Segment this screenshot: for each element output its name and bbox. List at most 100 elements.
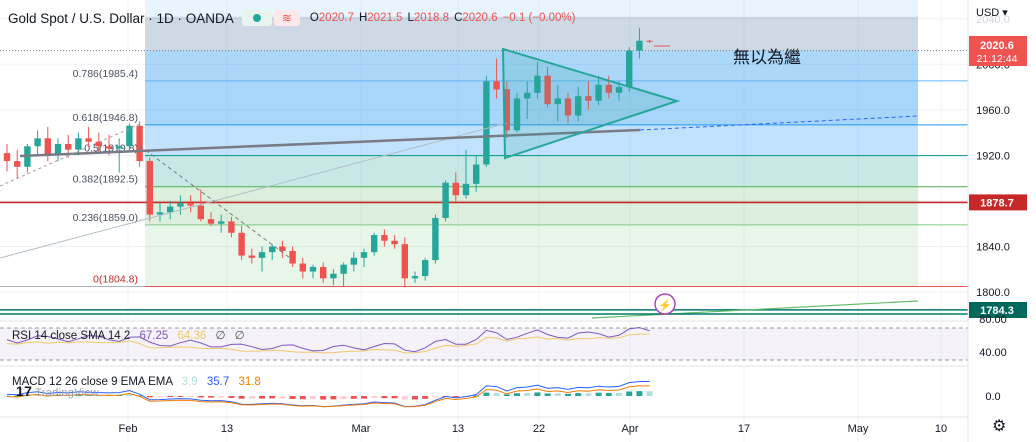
- macd-hist-bar: [391, 396, 398, 399]
- candle-body: [493, 81, 500, 90]
- candle-body: [65, 143, 72, 150]
- currency-label: USD: [976, 7, 1000, 19]
- candle-body: [503, 89, 510, 131]
- fib-level-label: 0.382(1892.5): [73, 174, 138, 186]
- time-tick-label: Apr: [621, 423, 638, 435]
- macd-signal-value: 31.8: [238, 376, 261, 388]
- rsi-label: RSI 14 close SMA 14 2: [12, 330, 131, 342]
- candle-body: [85, 138, 92, 142]
- macd-hist-bar: [75, 394, 82, 396]
- candle-body: [360, 252, 368, 258]
- candle-body: [646, 40, 653, 42]
- candle-body: [575, 96, 582, 116]
- drawings-layer: 無以為繼 ⚡: [0, 45, 968, 319]
- macd-hist-bar: [299, 396, 306, 400]
- candle-body: [248, 255, 255, 258]
- macd-hist-bar: [259, 396, 265, 399]
- macd-signal-line: [6, 385, 650, 408]
- candle-body: [554, 98, 561, 105]
- candle-body: [391, 240, 398, 245]
- macd-tick-label: 0.0: [985, 391, 1000, 403]
- macd-hist-bar: [85, 394, 92, 396]
- macd-hist-bar: [422, 396, 429, 399]
- candle-body: [411, 276, 419, 279]
- fib-level-label: 0.236(1859.0): [73, 212, 138, 224]
- macd-hist-bar: [524, 393, 531, 396]
- macd-hist-bar: [595, 392, 602, 396]
- candle-body: [309, 266, 317, 272]
- macd-hist-bar: [340, 396, 347, 400]
- level-tag-value: 1784.3: [980, 305, 1014, 317]
- time-tick-label: May: [848, 423, 869, 435]
- macd-hist-bar: [126, 394, 133, 396]
- macd-hist-bar: [452, 396, 459, 397]
- candle-body: [401, 244, 408, 279]
- macd-hist-bar: [371, 396, 378, 398]
- candle-body: [54, 143, 62, 156]
- price-tick-label: 1960.0: [976, 105, 1010, 117]
- macd-hist-bar: [177, 396, 184, 397]
- candlestick-series: [3, 27, 653, 287]
- macd-hist-bar: [493, 392, 500, 396]
- candle-body: [136, 125, 143, 162]
- macd-hist-bar: [605, 393, 612, 396]
- level-tag-value: 1878.7: [980, 197, 1014, 209]
- rsi-extra-2: ∅: [234, 330, 245, 342]
- price-tag-countdown: 21:12:44: [977, 53, 1018, 65]
- candle-body: [299, 263, 306, 272]
- annotation-text[interactable]: 無以為繼: [733, 48, 801, 67]
- macd-hist-bar: [432, 396, 439, 398]
- candle-body: [228, 221, 235, 233]
- candle-body: [605, 84, 612, 93]
- macd-hist-bar: [208, 396, 214, 398]
- macd-hist-bar: [503, 394, 510, 396]
- macd-legend[interactable]: MACD 12 26 close 9 EMA EMA 3.9 35.7 31.8: [12, 376, 261, 388]
- macd-hist-bar: [575, 393, 582, 396]
- price-axis-bg: [968, 0, 1036, 442]
- wave-icon[interactable]: ≋: [273, 10, 300, 26]
- ohlc-change: −0.1 (−0.00%): [502, 12, 576, 24]
- currency-selector[interactable]: USD ▾: [976, 7, 1008, 19]
- candle-body: [207, 219, 215, 224]
- symbol-title[interactable]: Gold Spot / U.S. Dollar · 1D · OANDA: [8, 10, 234, 26]
- macd-hist-bar: [412, 396, 418, 400]
- macd-hist-bar: [585, 393, 592, 396]
- macd-hist-bar: [228, 396, 235, 398]
- event-marker-icon: [654, 293, 676, 315]
- fib-level-label: 0.786(1985.4): [73, 68, 138, 80]
- fib-level-label: 0(1804.8): [93, 274, 138, 286]
- macd-hist-bar: [279, 396, 286, 399]
- rsi-line: [6, 326, 650, 353]
- status-dot-icon: [252, 14, 261, 22]
- settings-gear-icon[interactable]: ⚙: [992, 418, 1007, 435]
- candle-body: [534, 75, 541, 93]
- candle-body: [585, 96, 592, 101]
- market-open-badge[interactable]: [241, 10, 272, 26]
- trend-line-thick: [19, 128, 641, 158]
- macd-hist-bar: [544, 393, 551, 396]
- macd-hist-bar: [636, 391, 643, 396]
- macd-hist-bar: [565, 393, 571, 396]
- macd-hist-bar: [310, 396, 316, 400]
- time-tick-label: 13: [452, 423, 464, 435]
- candle-body: [595, 84, 602, 101]
- macd-value: 35.7: [206, 376, 230, 388]
- macd-hist-bar: [269, 396, 276, 399]
- candle-body: [340, 264, 347, 274]
- candle-body: [432, 217, 439, 261]
- candle-body: [75, 138, 82, 150]
- candle-body: [483, 81, 490, 165]
- candle-body: [167, 206, 174, 213]
- macd-hist-bar: [320, 396, 327, 400]
- macd-hist-bar: [187, 396, 194, 397]
- ohlc-open: O2020.7: [309, 12, 354, 24]
- macd-label: MACD 12 26 close 9 EMA EMA: [12, 376, 173, 388]
- macd-hist-bar: [330, 396, 337, 400]
- candle-body: [197, 205, 204, 220]
- macd-hist-bar: [381, 396, 388, 399]
- macd-hist-bar: [473, 395, 480, 397]
- fibonacci-retracement: 0.786(1985.4)0.618(1946.8)0.5(1919.8)0.3…: [0, 0, 968, 311]
- level-tag-bg: [969, 302, 1027, 318]
- fib-level-label: 0.618(1946.8): [73, 112, 138, 124]
- rsi-legend[interactable]: RSI 14 close SMA 14 2 67.25 64.36 ∅ ∅: [12, 328, 245, 342]
